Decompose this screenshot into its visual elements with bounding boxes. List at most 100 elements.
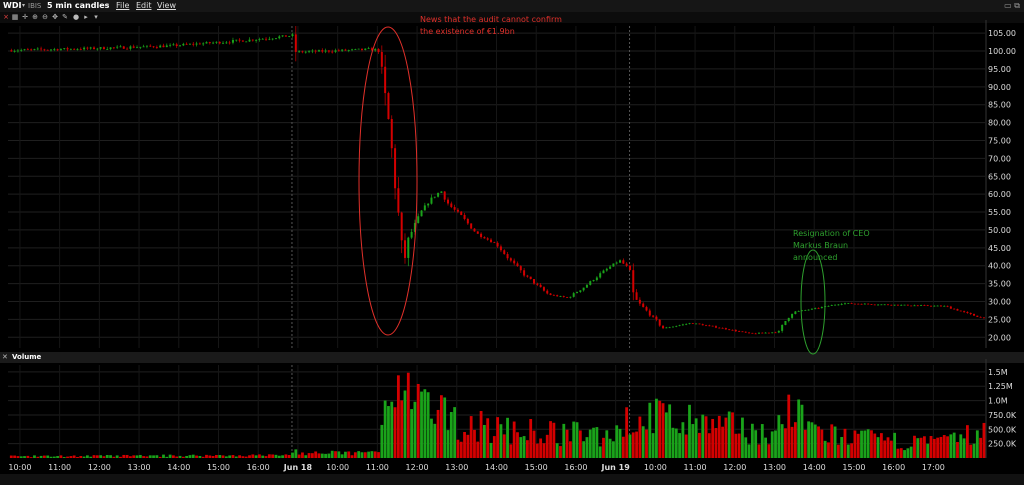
candle-body-up bbox=[675, 325, 678, 327]
volume-bar-up bbox=[903, 450, 906, 458]
candle-body-down bbox=[662, 325, 665, 329]
volume-bar-up bbox=[99, 455, 103, 458]
candle-body-down bbox=[490, 239, 493, 243]
candle-body-down bbox=[529, 276, 532, 280]
play-icon[interactable]: ▸ bbox=[84, 13, 88, 21]
candle-body-up bbox=[893, 304, 896, 306]
volume-bar-down bbox=[258, 454, 261, 458]
pan-icon[interactable]: ✥ bbox=[52, 13, 58, 21]
candle-body-up bbox=[794, 311, 797, 315]
time-tick-label: 12:00 bbox=[406, 463, 429, 472]
volume-bar-up bbox=[380, 424, 384, 458]
close-panel-icon[interactable]: ✕ bbox=[2, 353, 8, 361]
price-tick-label: 60.00 bbox=[988, 190, 1011, 199]
candle-body-down bbox=[470, 223, 473, 229]
candle-body-up bbox=[834, 304, 837, 306]
candle-body-up bbox=[800, 310, 803, 312]
candle-body-up bbox=[420, 210, 423, 217]
volume-bar-down bbox=[803, 429, 807, 458]
volume-bar-up bbox=[598, 446, 602, 458]
menu-edit[interactable]: Edit bbox=[136, 1, 152, 10]
candle-body-down bbox=[658, 319, 661, 326]
volume-bar-down bbox=[661, 403, 665, 458]
volume-bar-up bbox=[592, 427, 595, 458]
dropdown-icon[interactable]: ▾ bbox=[22, 2, 26, 9]
volume-bar-up bbox=[82, 456, 86, 458]
candle-body-down bbox=[969, 312, 972, 314]
volume-bar-down bbox=[436, 409, 440, 458]
volume-bar-down bbox=[731, 412, 734, 458]
toolbar-dropdown-icon[interactable]: ▾ bbox=[94, 13, 98, 21]
interval-dropdown-icon[interactable]: ▾ bbox=[106, 2, 110, 9]
volume-bar-up bbox=[754, 430, 758, 458]
time-tick-label: 15:00 bbox=[842, 463, 865, 472]
volume-bar-down bbox=[145, 456, 149, 458]
volume-bar-down bbox=[469, 416, 473, 458]
volume-bar-up bbox=[19, 456, 23, 458]
volume-bar-up bbox=[499, 424, 503, 458]
candle-body-up bbox=[165, 45, 168, 48]
candle-body-up bbox=[582, 287, 585, 291]
scroll-bar[interactable] bbox=[0, 474, 1024, 485]
volume-bar-up bbox=[109, 455, 112, 458]
candle-body-down bbox=[761, 332, 764, 334]
candle-body-down bbox=[976, 315, 979, 317]
volume-bar-down bbox=[539, 438, 543, 458]
chart-icon[interactable]: ▦ bbox=[11, 13, 19, 21]
candle-body-down bbox=[486, 238, 489, 240]
symbol-label[interactable]: WDI bbox=[3, 1, 22, 10]
volume-bar-up bbox=[46, 455, 50, 458]
volume-bar-up bbox=[797, 399, 801, 458]
volume-bar-down bbox=[350, 455, 354, 458]
interval-selector[interactable]: 5 min candles bbox=[47, 1, 110, 10]
draw-icon[interactable]: ✎ bbox=[62, 13, 68, 21]
volume-bar-up bbox=[327, 453, 331, 458]
volume-bar-down bbox=[416, 383, 420, 458]
crosshair-icon[interactable]: ✛ bbox=[22, 13, 28, 21]
settings-icon[interactable]: ● bbox=[72, 13, 80, 21]
volume-bar-down bbox=[870, 430, 873, 458]
window-controls[interactable]: ▭ ⧉ bbox=[1004, 1, 1020, 10]
candle-body-down bbox=[162, 45, 165, 48]
candle-body-down bbox=[705, 325, 708, 327]
candle-body-down bbox=[628, 265, 631, 271]
candle-body-up bbox=[195, 43, 198, 45]
time-tick-label: 12:00 bbox=[723, 463, 746, 472]
volume-bar-up bbox=[357, 451, 361, 458]
volume-bar-down bbox=[535, 443, 539, 458]
volume-bar-up bbox=[975, 430, 979, 458]
menu-view[interactable]: View bbox=[157, 1, 176, 10]
volume-bar-down bbox=[512, 421, 516, 458]
volume-bar-down bbox=[479, 411, 483, 458]
exchange-label: IBIS bbox=[28, 2, 42, 10]
candle-body-up bbox=[298, 51, 301, 53]
candle-body-up bbox=[63, 48, 66, 50]
volume-bar-down bbox=[757, 444, 761, 458]
volume-bar-down bbox=[827, 442, 830, 458]
candle-body-down bbox=[10, 50, 13, 52]
volume-bar-up bbox=[152, 455, 155, 458]
volume-tick-label: 750.0K bbox=[988, 411, 1017, 420]
volume-bar-up bbox=[433, 423, 437, 458]
candle-body-up bbox=[830, 305, 833, 306]
price-tick-label: 75.00 bbox=[988, 136, 1011, 145]
candle-body-down bbox=[185, 43, 188, 45]
close-icon[interactable]: × bbox=[3, 13, 9, 21]
candle-body-down bbox=[238, 39, 241, 41]
volume-bar-down bbox=[817, 426, 820, 458]
volume-bar-up bbox=[668, 404, 672, 458]
candle-body-down bbox=[43, 49, 46, 51]
zoom-in-icon[interactable]: ⊕ bbox=[32, 13, 38, 21]
volume-bar-up bbox=[49, 456, 53, 458]
menu-file[interactable]: File bbox=[116, 1, 130, 10]
volume-bar-down bbox=[509, 444, 513, 458]
volume-bar-down bbox=[704, 416, 708, 458]
candle-body-up bbox=[106, 49, 109, 50]
candle-body-up bbox=[837, 304, 840, 306]
volume-bar-down bbox=[95, 455, 99, 458]
candle-body-down bbox=[817, 308, 820, 309]
volume-bar-down bbox=[578, 430, 582, 458]
volume-bar-up bbox=[962, 438, 966, 458]
zoom-out-icon[interactable]: ⊖ bbox=[42, 13, 48, 21]
